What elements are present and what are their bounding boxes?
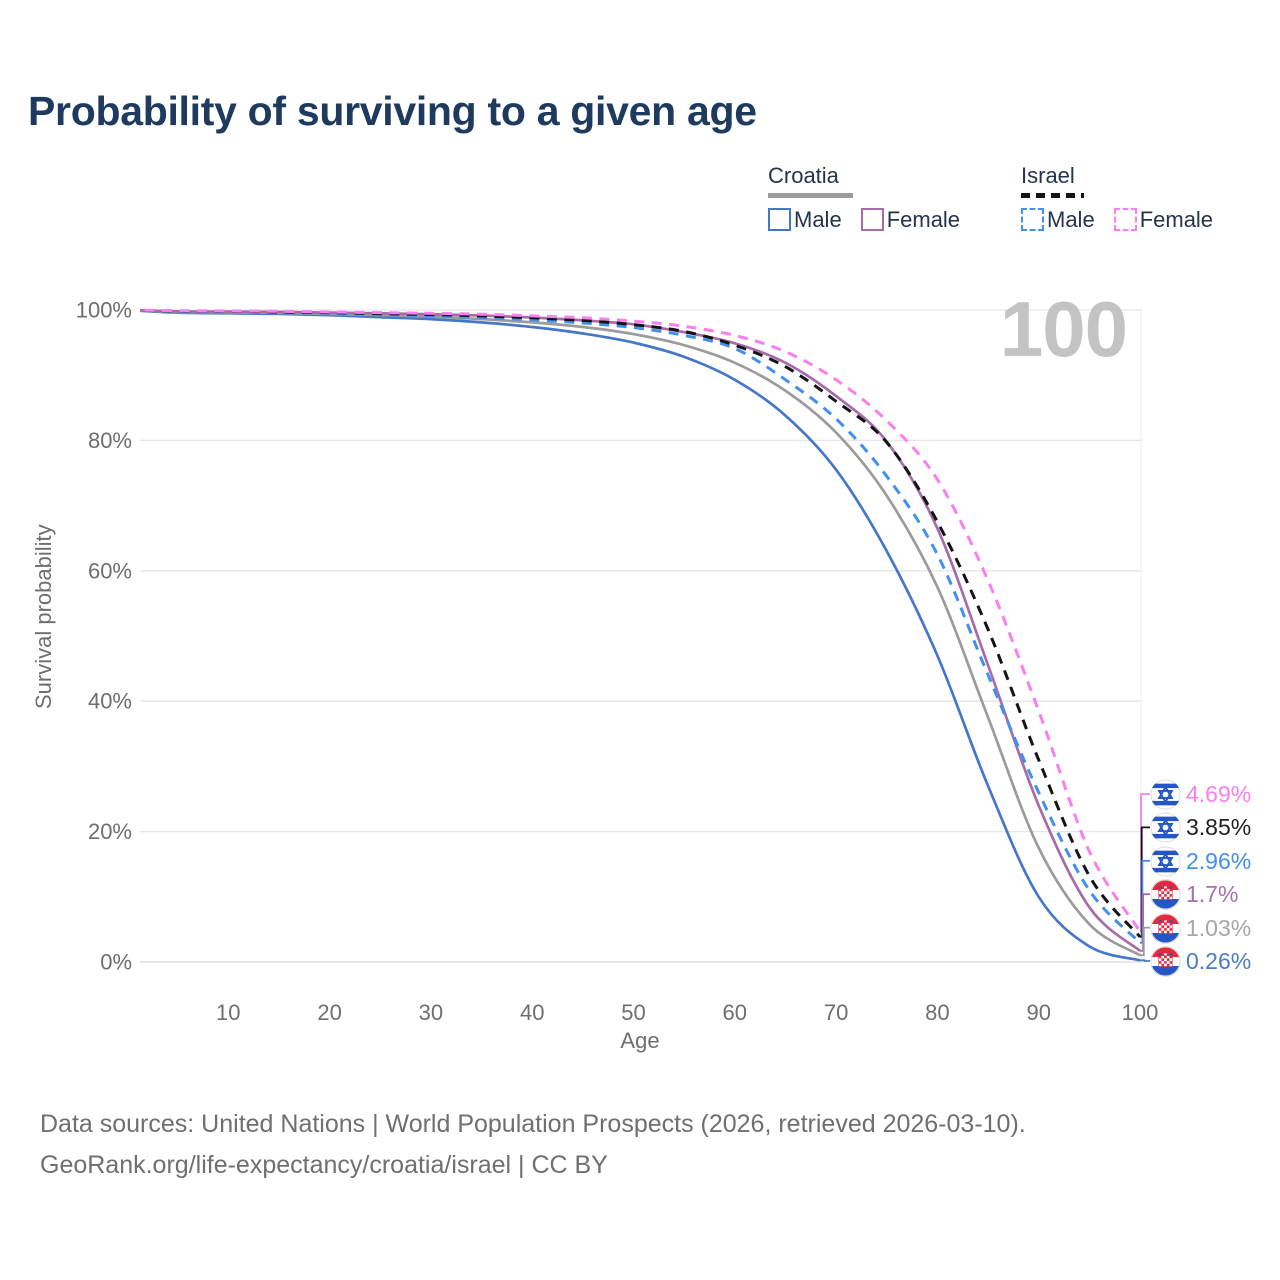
- survival-curve-israel-both: [140, 308, 1142, 938]
- israel-male-swatch: [1021, 208, 1044, 231]
- legend-item-israel-female-label: Female: [1139, 206, 1214, 232]
- croatia-female-swatch: [860, 208, 884, 231]
- x-tick-label: 40: [520, 1000, 544, 1025]
- end-label-israel-both: 3.85%: [1150, 810, 1251, 844]
- end-label-israel-female: 4.69%: [1150, 777, 1251, 811]
- chart-title: Probability of surviving to a given age: [28, 88, 757, 134]
- israel-male-end-value: 2.96%: [1186, 847, 1252, 874]
- legend-group-croatia: Croatia Male Female: [768, 163, 960, 233]
- legend-items-israel: Male Female: [1021, 207, 1213, 233]
- x-axis-title: Age: [620, 1028, 660, 1053]
- legend-item-israel-female[interactable]: Female: [1113, 206, 1214, 233]
- legend-country-croatia: Croatia: [768, 163, 960, 198]
- croatia-male-end-value: 0.26%: [1186, 947, 1252, 974]
- survival-curves: [140, 308, 1142, 962]
- end-label-israel-male: 2.96%: [1150, 844, 1251, 878]
- gridlines: [140, 309, 1142, 963]
- footer: Data sources: United Nations | World Pop…: [40, 1104, 1026, 1186]
- legend-items-croatia: Male Female: [768, 207, 960, 233]
- legend-item-croatia-female-label: Female: [886, 206, 961, 232]
- data-sources-line: Data sources: United Nations | World Pop…: [40, 1110, 1026, 1138]
- x-tick-label: 70: [824, 1000, 848, 1025]
- croatia-flag-icon: [1150, 879, 1181, 910]
- croatia-flag-icon: [1150, 946, 1181, 977]
- y-tick-label: 0%: [100, 950, 132, 975]
- y-tick-label: 100%: [76, 298, 132, 323]
- end-label-connector-croatia-both: [1140, 926, 1150, 957]
- croatia-both-end-value: 1.03%: [1186, 914, 1252, 941]
- survival-curve-croatia-male: [140, 309, 1141, 962]
- x-tick-label: 30: [419, 1000, 443, 1025]
- legend-country-israel-label: Israel: [1021, 163, 1075, 188]
- survival-curve-croatia-both: [140, 309, 1141, 957]
- israel-female-end-value: 4.69%: [1186, 780, 1252, 807]
- x-tick-label: 60: [723, 1000, 747, 1025]
- axis-tick-labels: 100% 80% 60% 40% 20% 0% 10 20 30 40 50 60 70 80 90 100: [76, 298, 1159, 1026]
- legend-group-israel: Israel Male Female: [1021, 163, 1213, 233]
- legend-item-israel-male[interactable]: Male: [1021, 207, 1095, 233]
- y-axis-title: Survival probability: [31, 524, 56, 710]
- y-tick-label: 80%: [88, 428, 132, 453]
- y-tick-label: 40%: [88, 689, 132, 714]
- x-tick-label: 100: [1122, 1000, 1159, 1025]
- x-tick-label: 50: [621, 1000, 645, 1025]
- x-tick-label: 10: [216, 1000, 240, 1025]
- israel-flag-icon: [1150, 779, 1181, 810]
- legend-item-israel-male-label: Male: [1047, 206, 1095, 232]
- israel-both-line-swatch: [1021, 193, 1084, 198]
- y-tick-label: 20%: [88, 819, 132, 844]
- end-label-connector-israel-male: [1140, 859, 1150, 944]
- end-label-connectors: [1140, 793, 1150, 962]
- legend-item-croatia-male-label: Male: [794, 206, 842, 232]
- israel-flag-icon: [1150, 846, 1181, 877]
- croatia-flag-icon: [1150, 913, 1181, 944]
- legend-item-croatia-male[interactable]: Male: [768, 207, 842, 233]
- x-tick-label: 90: [1026, 1000, 1050, 1025]
- legend-country-israel: Israel: [1021, 163, 1213, 198]
- israel-flag-icon: [1150, 812, 1181, 843]
- croatia-male-swatch: [768, 208, 791, 231]
- israel-female-swatch: [1113, 208, 1137, 231]
- croatia-both-line-swatch: [768, 193, 853, 198]
- survival-curve-israel-female: [140, 308, 1142, 933]
- israel-both-end-value: 3.85%: [1186, 813, 1252, 840]
- source-url-line[interactable]: GeoRank.org/life-expectancy/croatia/isra…: [40, 1151, 608, 1179]
- end-label-croatia-both: 1.03%: [1150, 911, 1251, 945]
- legend-country-croatia-label: Croatia: [768, 163, 839, 188]
- croatia-female-end-value: 1.7%: [1186, 880, 1239, 907]
- y-tick-label: 60%: [88, 558, 132, 583]
- end-label-croatia-female: 1.7%: [1150, 877, 1238, 911]
- end-label-connector-croatia-female: [1140, 893, 1150, 952]
- survival-curve-croatia-female: [140, 309, 1141, 952]
- x-tick-label: 20: [317, 1000, 341, 1025]
- end-label-connector-croatia-male: [1140, 959, 1150, 962]
- end-label-croatia-male: 0.26%: [1150, 944, 1251, 978]
- x-tick-label: 80: [925, 1000, 949, 1025]
- age-watermark: 100: [999, 285, 1128, 373]
- legend-item-croatia-female[interactable]: Female: [860, 206, 961, 233]
